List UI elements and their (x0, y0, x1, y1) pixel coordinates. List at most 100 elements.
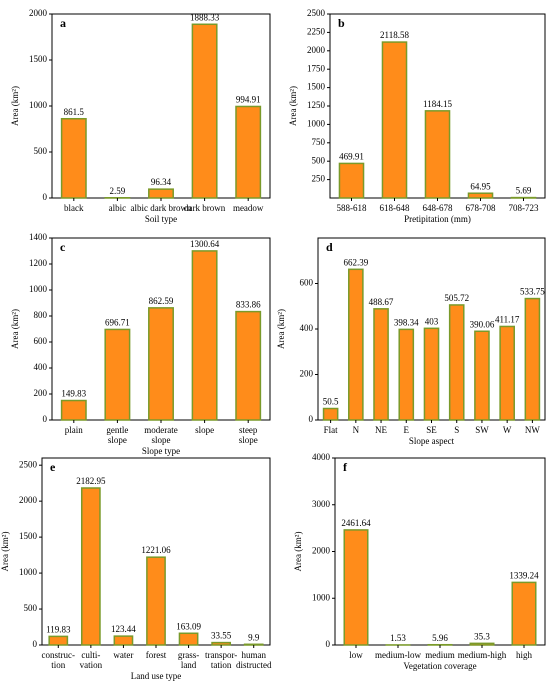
x-tick-label: Flat (323, 425, 338, 435)
value-label: 35.3 (474, 631, 490, 641)
value-label: 390.06 (470, 319, 495, 329)
x-tick-label: 708-723 (508, 203, 539, 213)
y-tick-label: 400 (34, 362, 48, 372)
y-axis-title: Area (km²) (293, 532, 303, 572)
y-tick-label: 500 (312, 155, 326, 165)
y-axis-title: Area (km²) (10, 86, 20, 126)
x-axis-title: Vegetation coverage (403, 661, 476, 671)
value-label: 861.5 (64, 107, 85, 117)
value-label: 696.71 (105, 317, 130, 327)
value-label: 2118.58 (380, 30, 409, 40)
y-tick-label: 0 (309, 414, 314, 424)
x-tick-label: steep slope (238, 425, 258, 445)
x-tick-label: low (349, 650, 363, 660)
panel-label: f (343, 460, 348, 474)
y-tick-label: 2000 (312, 546, 331, 556)
value-label: 9.9 (248, 632, 260, 642)
y-tick-label: 1000 (19, 567, 38, 577)
x-tick-label: medium-high (457, 650, 507, 660)
y-tick-label: 2250 (307, 26, 326, 36)
bar (178, 632, 199, 646)
y-tick-label: 1200 (29, 258, 48, 268)
y-tick-label: 200 (34, 388, 48, 398)
value-label: 163.09 (176, 621, 201, 631)
x-tick-label: slope (195, 425, 215, 435)
y-tick-label: 500 (34, 146, 48, 156)
bar (322, 407, 339, 421)
x-tick-label: W (502, 425, 512, 435)
y-tick-label: 1750 (307, 63, 326, 73)
y-tick-label: 800 (34, 310, 48, 320)
bar (60, 399, 87, 421)
bar (448, 304, 465, 421)
y-tick-label: 0 (43, 192, 48, 202)
value-label: 96.34 (151, 177, 172, 187)
value-label: 994.91 (236, 95, 261, 105)
x-tick-label: medium-low (375, 650, 421, 660)
y-axis-title: Area (km²) (0, 532, 10, 572)
x-tick-label: albic dark brown (130, 203, 192, 213)
bar (381, 41, 408, 199)
bar (243, 643, 264, 646)
y-tick-label: 600 (34, 336, 48, 346)
y-tick-label: 3000 (312, 499, 331, 509)
bar (373, 308, 389, 421)
y-axis-title: Area (km²) (288, 86, 298, 126)
y-axis-title: Area (km²) (10, 309, 20, 349)
panel-label: d (326, 240, 333, 254)
y-tick-label: 600 (300, 278, 314, 288)
y-tick-label: 1000 (307, 118, 326, 128)
y-tick-label: 400 (300, 323, 314, 333)
x-tick-label: NE (375, 425, 388, 435)
y-tick-label: 0 (43, 414, 48, 424)
x-tick-label: water (113, 650, 134, 660)
y-tick-label: 0 (33, 639, 38, 649)
value-label: 469.91 (339, 151, 364, 161)
x-tick-label: 648-678 (422, 203, 453, 213)
x-tick-label: forest (145, 650, 167, 660)
x-tick-label: grass- land (177, 650, 200, 670)
y-tick-label: 750 (312, 137, 326, 147)
y-tick-label: 500 (24, 603, 38, 613)
x-axis-title: Slope aspect (409, 436, 455, 446)
value-label: 1888.33 (190, 12, 220, 22)
y-tick-label: 1500 (29, 54, 48, 64)
bar (191, 23, 218, 199)
y-tick-label: 2000 (19, 495, 38, 505)
value-label: 149.83 (61, 389, 86, 399)
value-label: 1300.64 (190, 239, 220, 249)
bar (338, 162, 365, 199)
y-tick-label: 1250 (307, 100, 326, 110)
y-tick-label: 2500 (19, 459, 38, 469)
x-axis-title: Pretipitation (mm) (404, 214, 471, 224)
x-tick-label: high (515, 650, 532, 660)
bar (469, 642, 495, 646)
x-tick-label: 678-708 (465, 203, 496, 213)
bar (191, 250, 218, 421)
panel-label: e (50, 460, 56, 474)
x-tick-label: construc- tion (41, 650, 76, 670)
x-tick-label: 588-618 (336, 203, 367, 213)
x-tick-label: culti- vation (79, 650, 103, 670)
y-tick-label: 2000 (307, 45, 326, 55)
x-axis-title: Land use type (131, 671, 181, 681)
value-label: 505.72 (444, 293, 469, 303)
bar (211, 641, 232, 646)
value-label: 5.96 (432, 633, 448, 643)
bar (474, 330, 490, 421)
x-axis-title: Slope type (142, 446, 180, 456)
y-tick-label: 1000 (312, 592, 331, 602)
bar (113, 635, 134, 646)
bar (348, 268, 364, 421)
value-label: 1339.24 (509, 570, 539, 580)
bar (80, 487, 101, 646)
x-tick-label: 618-648 (379, 203, 410, 213)
value-label: 119.83 (46, 624, 71, 634)
x-tick-label: albic (108, 203, 127, 213)
value-label: 1.53 (390, 633, 406, 643)
y-tick-label: 0 (326, 639, 331, 649)
value-label: 1184.15 (423, 99, 452, 109)
bar (423, 327, 440, 421)
